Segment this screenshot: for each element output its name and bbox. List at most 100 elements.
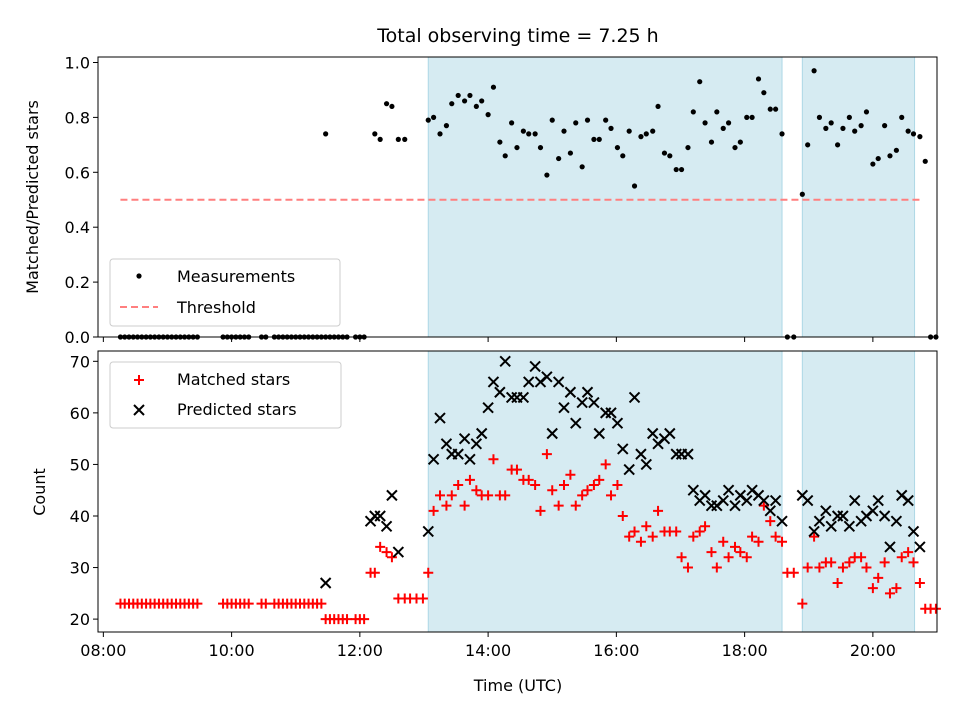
predicted-stars-point: [552, 376, 565, 388]
matched-stars-point: [688, 531, 699, 542]
matched-stars-point: [735, 547, 746, 558]
y-tick-label: 0.0: [65, 328, 90, 347]
bottom-x-axis-ticks: 08:00 10:00 12:00 14:00 16:00 18:00 20:00: [80, 632, 896, 660]
measurement-point: [917, 134, 923, 140]
top-legend-frame: [109, 258, 341, 327]
predicted-stars-point: [758, 494, 770, 507]
measurement-point: [473, 103, 479, 110]
measurement-point: [650, 128, 656, 134]
y-tick-label: 70: [70, 352, 90, 371]
plus-glyph: [134, 375, 144, 385]
matched-stars-point: [914, 578, 925, 589]
measurement-point: [626, 128, 632, 134]
predicted-stars-point: [837, 510, 849, 522]
measurement-point: [455, 92, 461, 99]
matched-stars-point: [511, 464, 522, 475]
predicted-stars-point: [517, 391, 530, 404]
predicted-stars-point: [623, 463, 635, 476]
matched-stars-point: [386, 552, 397, 563]
measurement-point: [520, 128, 526, 134]
matched-stars-point: [758, 500, 769, 511]
measurement-point: [490, 84, 497, 90]
top-legend: Measurements Threshold: [109, 258, 341, 327]
matched-stars-point: [802, 562, 813, 573]
measurement-point: [749, 114, 755, 120]
predicted-stars-point: [380, 520, 393, 533]
matched-stars-point: [706, 547, 717, 558]
legend-matched-stars-label: Matched stars: [177, 370, 290, 389]
matched-stars-point: [777, 536, 788, 547]
matched-stars-point: [488, 454, 499, 465]
measurement-point: [467, 92, 473, 99]
measurement-point: [443, 123, 450, 129]
matched-stars-point: [884, 588, 895, 599]
top-observing-windows: [427, 56, 916, 338]
predicted-stars-point: [867, 505, 879, 517]
matched-stars-point: [896, 552, 907, 563]
predicted-stars-point: [682, 448, 694, 460]
predicted-stars-point: [564, 386, 577, 398]
matched-stars-point: [856, 552, 867, 563]
predicted-stars-point: [808, 525, 820, 538]
measurement-point: [614, 144, 621, 151]
matched-stars-point: [577, 490, 588, 501]
matched-stars-point: [903, 547, 914, 558]
matched-stars-point: [891, 583, 902, 594]
predicted-stars-point: [769, 494, 782, 507]
predicted-stars-point: [884, 541, 896, 553]
matched-stars-point: [753, 536, 764, 547]
measurement-point: [725, 120, 732, 126]
bottom-panel: 20 30 40 50 60 70 08:00 10:00 12:00 14:00 16:00 18…: [30, 350, 941, 695]
x-tick-label: 16:00: [593, 641, 639, 660]
measurement-point: [870, 161, 876, 167]
matched-stars-point: [879, 557, 890, 568]
matched-stars-point: [459, 500, 470, 511]
y-tick-label: 0.8: [65, 108, 90, 127]
bottom-x-axis-label: Time (UTC): [473, 676, 562, 695]
measurement-point: [561, 128, 567, 134]
observing-window: [801, 56, 916, 338]
x-tick-label: 14:00: [465, 641, 511, 660]
legend-predicted-stars-marker: [133, 404, 145, 416]
matched-stars-point: [547, 485, 558, 496]
predicted-stars-point: [699, 489, 711, 502]
matched-stars-point: [930, 603, 941, 614]
measurement-point: [372, 131, 378, 137]
measurement-point: [779, 131, 785, 137]
top-y-axis-label: Matched/Predicted stars: [23, 100, 42, 294]
measurement-point: [437, 131, 443, 137]
matched-stars-point: [588, 480, 599, 491]
predicted-stars-point: [872, 494, 884, 507]
measurement-point: [805, 142, 811, 148]
measurement-point: [532, 131, 538, 137]
matched-stars-point: [700, 521, 711, 532]
matched-stars-point: [541, 449, 552, 460]
predicted-stars-point: [475, 427, 488, 440]
matched-stars-point: [624, 531, 635, 542]
measurement-point: [773, 106, 779, 112]
matched-stars-point: [570, 500, 581, 511]
measurement-point: [537, 144, 544, 151]
measurement-point: [905, 128, 911, 134]
matched-stars-point: [629, 526, 640, 537]
matched-stars-point: [471, 485, 482, 496]
y-tick-label: 0.2: [65, 273, 90, 292]
measurement-point: [799, 191, 805, 197]
predicted-stars-point: [458, 432, 471, 445]
matched-stars-point: [375, 541, 386, 552]
matched-stars-point: [788, 567, 799, 578]
matched-stars-point: [908, 557, 919, 568]
predicted-stars-point: [813, 515, 826, 527]
predicted-stars-point: [434, 412, 446, 424]
measurement-point: [509, 120, 515, 126]
matched-stars-point: [600, 459, 611, 470]
measurement-point: [638, 134, 644, 140]
matched-stars-point: [635, 536, 646, 547]
matched-stars-point: [612, 480, 623, 491]
matched-stars-point: [435, 490, 446, 501]
predicted-stars-point: [374, 510, 386, 522]
measurement-point: [631, 183, 638, 189]
matched-stars-point: [483, 490, 494, 501]
matched-stars-point: [381, 547, 392, 558]
